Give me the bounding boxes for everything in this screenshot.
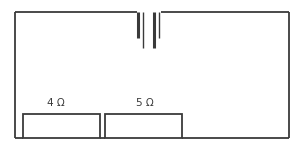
Bar — [105, 114, 182, 138]
Text: 4 Ω: 4 Ω — [47, 98, 65, 108]
Text: 5 Ω: 5 Ω — [136, 98, 153, 108]
Bar — [23, 114, 100, 138]
